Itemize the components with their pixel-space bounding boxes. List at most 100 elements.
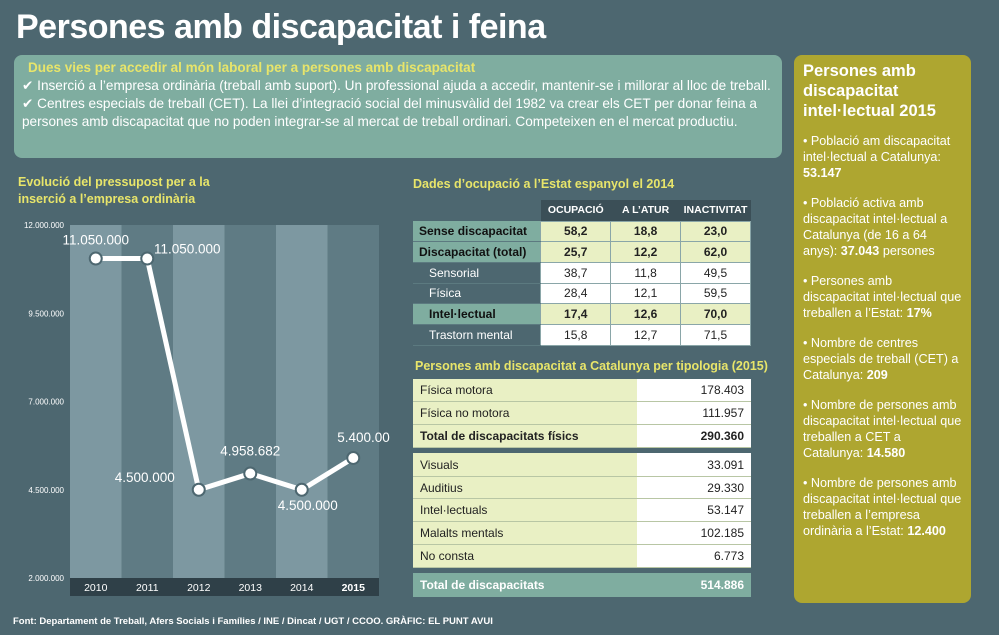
table-row: Trastorn mental 15,8 12,7 71,5 bbox=[413, 323, 751, 346]
data-point bbox=[191, 482, 206, 497]
row-label: Sensorial bbox=[413, 262, 541, 284]
item-value: 53.147 bbox=[803, 166, 842, 180]
y-tick-label: 2.000.000 bbox=[28, 574, 64, 583]
table-row: Visuals 33.091 bbox=[413, 453, 751, 477]
cell: 18,8 bbox=[610, 220, 682, 243]
cell: 33.091 bbox=[637, 453, 751, 477]
data-point bbox=[243, 466, 258, 481]
cell: 11,8 bbox=[610, 261, 682, 284]
table1-title: Dades d’ocupació a l’Estat espanyol el 2… bbox=[413, 177, 675, 191]
column-band bbox=[70, 225, 122, 578]
table2-title: Persones amb discapacitat a Catalunya pe… bbox=[415, 359, 768, 373]
data-point bbox=[88, 251, 103, 266]
column-band bbox=[121, 225, 173, 578]
row-label: Física motora bbox=[413, 379, 637, 403]
x-tick-label: 2013 bbox=[239, 582, 263, 594]
sidebar-box: Persones amb discapacitat intel·lectual … bbox=[794, 55, 971, 603]
column-band bbox=[276, 225, 328, 578]
cell: 25,7 bbox=[540, 241, 612, 263]
row-label: Total de discapacitats físics bbox=[413, 424, 637, 448]
cell: 102.185 bbox=[637, 521, 751, 546]
sidebar-title: Persones amb discapacitat intel·lectual … bbox=[803, 62, 936, 120]
cell: 12,6 bbox=[610, 303, 682, 325]
budget-line-chart: 2.000.000 4.500.000 7.000.000 9.500.000 12.0… bbox=[24, 221, 390, 596]
employment-table: OCUPACIÓ A L’ATUR INACTIVITAT Sense disc… bbox=[413, 200, 751, 346]
row-label: Malalts mentals bbox=[413, 521, 637, 546]
table-row: Malalts mentals 102.185 bbox=[413, 521, 751, 546]
x-axis-bar bbox=[70, 578, 379, 596]
cell: 53.147 bbox=[637, 498, 751, 523]
item-text: • Nombre de centres especials de treball… bbox=[803, 336, 959, 382]
table-row: Intel·lectual 17,4 12,6 70,0 bbox=[413, 303, 751, 325]
table-row: Sensorial 38,7 11,8 49,5 bbox=[413, 261, 751, 284]
cell: 29.330 bbox=[637, 476, 751, 500]
row-label: Trastorn mental bbox=[413, 324, 541, 346]
col-header: INACTIVITAT bbox=[680, 200, 751, 221]
data-label: 4.500.000 bbox=[115, 470, 175, 485]
row-label: No consta bbox=[413, 544, 637, 568]
sidebar-item: • Nombre de persones amb discapacitat in… bbox=[803, 397, 962, 461]
intro-heading: Dues vies per accedir al món laboral per… bbox=[28, 60, 476, 75]
data-point bbox=[346, 450, 361, 465]
item-value: 14.580 bbox=[866, 446, 906, 460]
item-text: • Població activa amb discapacitat intel… bbox=[803, 196, 948, 258]
row-label: Discapacitat (total) bbox=[413, 241, 541, 263]
row-label: Física bbox=[413, 283, 541, 305]
table-row: Sense discapacitat 58,2 18,8 23,0 bbox=[413, 220, 751, 243]
item-value: 17% bbox=[906, 306, 932, 320]
sidebar-item: • Nombre de centres especials de treball… bbox=[803, 335, 962, 383]
table-row: Física motora 178.403 bbox=[413, 379, 751, 403]
cell: 38,7 bbox=[540, 261, 612, 284]
col-header: A L’ATUR bbox=[610, 200, 681, 221]
item-text: • Nombre de persones amb discapacitat in… bbox=[803, 476, 962, 538]
intro-box: Dues vies per accedir al món laboral per… bbox=[14, 55, 782, 158]
cell: 178.403 bbox=[637, 379, 751, 403]
row-label: Visuals bbox=[413, 453, 637, 477]
intro-item-2: ✔ Centres especials de treball (CET). La… bbox=[22, 96, 757, 129]
cell: 12,1 bbox=[610, 282, 682, 305]
data-label: 5.400.000 bbox=[337, 430, 390, 445]
cell: 58,2 bbox=[540, 220, 612, 243]
cell: 70,0 bbox=[680, 303, 751, 325]
item-text: • Nombre de persones amb discapacitat in… bbox=[803, 398, 962, 460]
data-label: 11.050.000 bbox=[154, 242, 221, 257]
table-row: No consta 6.773 bbox=[413, 544, 751, 568]
cell: 514.886 bbox=[637, 573, 751, 598]
data-point bbox=[140, 251, 155, 266]
cell: 12,2 bbox=[610, 241, 682, 263]
cell: 15,8 bbox=[540, 323, 612, 346]
column-band bbox=[224, 225, 276, 578]
data-label: 4.958.682 bbox=[220, 444, 280, 459]
table-row: Total de discapacitats físics 290.360 bbox=[413, 424, 751, 448]
chart-title: Evolució del pressupost per a la inserci… bbox=[18, 175, 210, 206]
data-label: 4.500.000 bbox=[278, 498, 338, 513]
cell: 62,0 bbox=[680, 241, 751, 263]
item-value: 37.043 bbox=[840, 244, 880, 258]
cell: 71,5 bbox=[680, 323, 751, 346]
item-text: • Persones amb discapacitat intel·lectua… bbox=[803, 274, 962, 320]
cell: 17,4 bbox=[540, 303, 612, 325]
sidebar-item: • Població activa amb discapacitat intel… bbox=[803, 195, 962, 259]
x-tick-label: 2010 bbox=[84, 582, 108, 594]
y-tick-label: 4.500.000 bbox=[28, 486, 64, 495]
x-tick-label: 2014 bbox=[290, 582, 314, 594]
column-band bbox=[327, 225, 379, 578]
cell: 23,0 bbox=[680, 220, 751, 243]
item-suffix: persones bbox=[879, 244, 935, 258]
row-label: Intel·lectual bbox=[413, 303, 541, 325]
cell: 28,4 bbox=[540, 282, 612, 305]
data-point bbox=[294, 482, 309, 497]
table-row: Física no motora 111.957 bbox=[413, 401, 751, 426]
cell: 6.773 bbox=[637, 544, 751, 568]
row-label: Física no motora bbox=[413, 401, 637, 426]
sidebar-item: • Persones amb discapacitat intel·lectua… bbox=[803, 273, 962, 321]
footer-source: Font: Departament de Treball, Afers Soci… bbox=[13, 616, 493, 627]
cell: 59,5 bbox=[680, 282, 751, 305]
data-label: 11.050.000 bbox=[62, 233, 129, 248]
row-label: Total de discapacitats bbox=[413, 573, 637, 598]
item-value: 12.400 bbox=[907, 524, 946, 538]
table-row: Física 28,4 12,1 59,5 bbox=[413, 282, 751, 305]
sidebar-item: • Població am discapacitat intel·lectual… bbox=[803, 133, 962, 181]
cell: 12,7 bbox=[610, 323, 682, 346]
sidebar-item: • Nombre de persones amb discapacitat in… bbox=[803, 475, 962, 539]
